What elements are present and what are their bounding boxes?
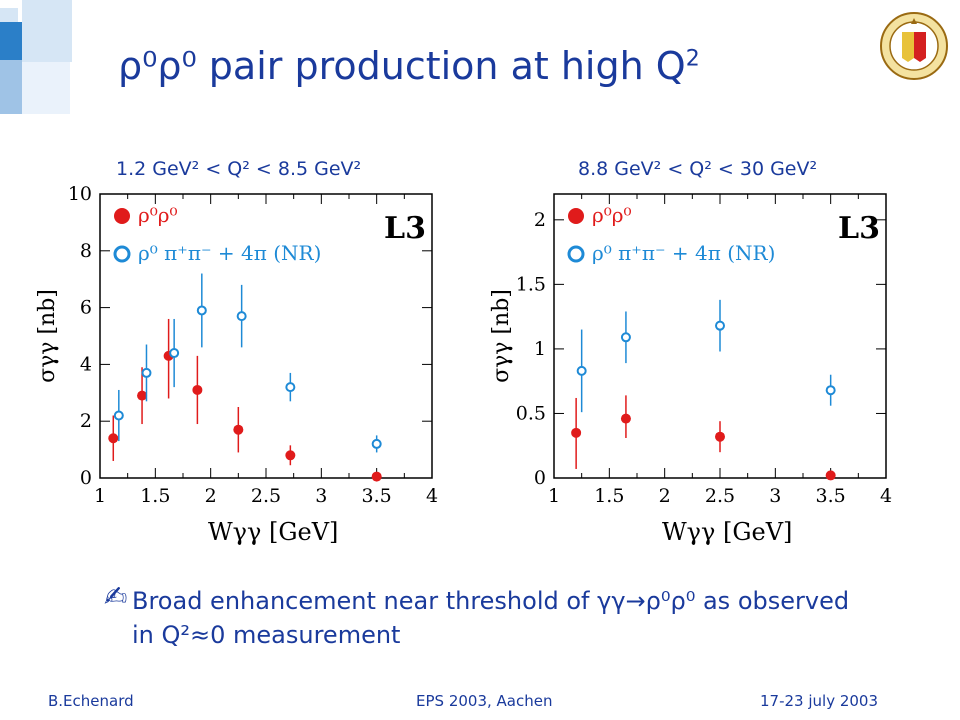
x-tick-label: 3 — [769, 485, 781, 507]
x-axis-label: Wγγ [GeV] — [208, 518, 338, 546]
decorative-square — [0, 22, 22, 60]
x-tick-label: 4 — [426, 485, 438, 507]
footer-date: 17-23 july 2003 — [760, 692, 879, 710]
x-tick-label: 1.5 — [594, 485, 624, 507]
y-tick-label: 1 — [534, 338, 546, 360]
x-axis-label: Wγγ [GeV] — [662, 518, 792, 546]
data-point-open — [285, 382, 296, 393]
footer-author: B.Echenard — [48, 692, 134, 710]
experiment-label: L3 — [838, 211, 880, 246]
data-point-open — [196, 305, 207, 316]
data-point-filled — [620, 413, 631, 424]
x-tick-label: 1 — [548, 485, 560, 507]
y-tick-label: 6 — [80, 297, 92, 319]
panel-1-range-label: 1.2 GeV² < Q² < 8.5 GeV² — [116, 158, 362, 180]
footer-event: EPS 2003, Aachen — [416, 692, 553, 710]
x-tick-label: 3.5 — [362, 485, 392, 507]
data-point-open — [825, 385, 836, 396]
x-tick-label: 4 — [880, 485, 892, 507]
y-tick-label: 0.5 — [516, 402, 546, 424]
legend-marker-1 — [114, 208, 130, 224]
y-tick-label: 2 — [80, 410, 92, 432]
pencil-icon: ✍ — [104, 580, 128, 613]
chart-panel-2: 1 1.5 2 2.5 3 3.5 4 0 0.5 1 1.5 2 Wγγ [GeV] σγγ [nb] L… — [489, 193, 892, 546]
x-tick-label: 3 — [315, 485, 327, 507]
data-point-open — [715, 320, 725, 331]
y-tick-label: 0 — [534, 467, 546, 489]
data-point-filled — [285, 450, 296, 461]
decorative-square — [0, 60, 22, 114]
chart-panel-1: 1 1.5 2 2.5 3 3.5 4 0 2 4 6 8 10 Wγγ [GeV] σγγ [nb] L3 ρ… — [35, 183, 438, 546]
plot-frame — [99, 193, 433, 479]
x-tick-label: 3.5 — [816, 485, 846, 507]
decorative-square — [22, 62, 70, 114]
data-point-filled — [825, 470, 836, 481]
data-point-filled — [137, 390, 148, 401]
slide-title: ρ⁰ρ⁰ pair production at high Q2 — [118, 44, 700, 88]
legend-marker-1 — [568, 208, 584, 224]
legend-marker-2 — [113, 245, 131, 263]
y-tick-label: 10 — [68, 183, 92, 205]
data-point-open — [113, 410, 124, 421]
x-tick-label: 2 — [205, 485, 217, 507]
decorative-square — [0, 8, 18, 26]
data-point-filled — [108, 433, 119, 444]
legend-label-1: ρ⁰ρ⁰ — [138, 203, 178, 227]
data-point-filled — [715, 431, 725, 442]
y-tick-label: 4 — [80, 353, 92, 375]
data-point-open — [620, 332, 631, 343]
slide-title-sup: 2 — [685, 46, 700, 72]
y-tick-label: 0 — [80, 467, 92, 489]
y-axis-label: σγγ [nb] — [35, 289, 60, 383]
data-point-open — [371, 438, 382, 449]
data-point-open — [141, 367, 152, 378]
y-tick-label: 1.5 — [516, 273, 546, 295]
legend-label-2: ρ⁰ π⁺π⁻ + 4π (NR) — [138, 241, 321, 265]
data-point-filled — [571, 427, 582, 438]
decorative-square — [22, 0, 72, 62]
university-seal-icon — [880, 12, 948, 80]
x-tick-label: 2.5 — [251, 485, 281, 507]
panel-2-range-label: 8.8 GeV² < Q² < 30 GeV² — [578, 158, 818, 180]
data-point-open — [169, 348, 180, 359]
y-tick-label: 2 — [534, 209, 546, 231]
data-point-filled — [233, 424, 244, 435]
experiment-label: L3 — [384, 211, 426, 246]
x-tick-label: 1 — [94, 485, 106, 507]
legend-marker-2 — [567, 245, 585, 263]
slide-title-text: ρ⁰ρ⁰ pair production at high Q — [118, 44, 686, 88]
bullet-point: ✍ Broad enhancement near threshold of γγ… — [104, 580, 864, 652]
x-tick-label: 1.5 — [140, 485, 170, 507]
y-axis-label: σγγ [nb] — [489, 289, 514, 383]
data-point-filled — [192, 384, 203, 395]
legend-label-1: ρ⁰ρ⁰ — [592, 203, 632, 227]
bullet-text: Broad enhancement near threshold of γγ→ρ… — [132, 587, 850, 649]
y-tick-label: 8 — [80, 240, 92, 262]
x-tick-label: 2.5 — [705, 485, 735, 507]
legend-label-2: ρ⁰ π⁺π⁻ + 4π (NR) — [592, 241, 775, 265]
data-point-open — [576, 365, 587, 376]
data-point-open — [236, 311, 247, 322]
x-tick-label: 2 — [659, 485, 671, 507]
data-point-filled — [371, 471, 382, 482]
